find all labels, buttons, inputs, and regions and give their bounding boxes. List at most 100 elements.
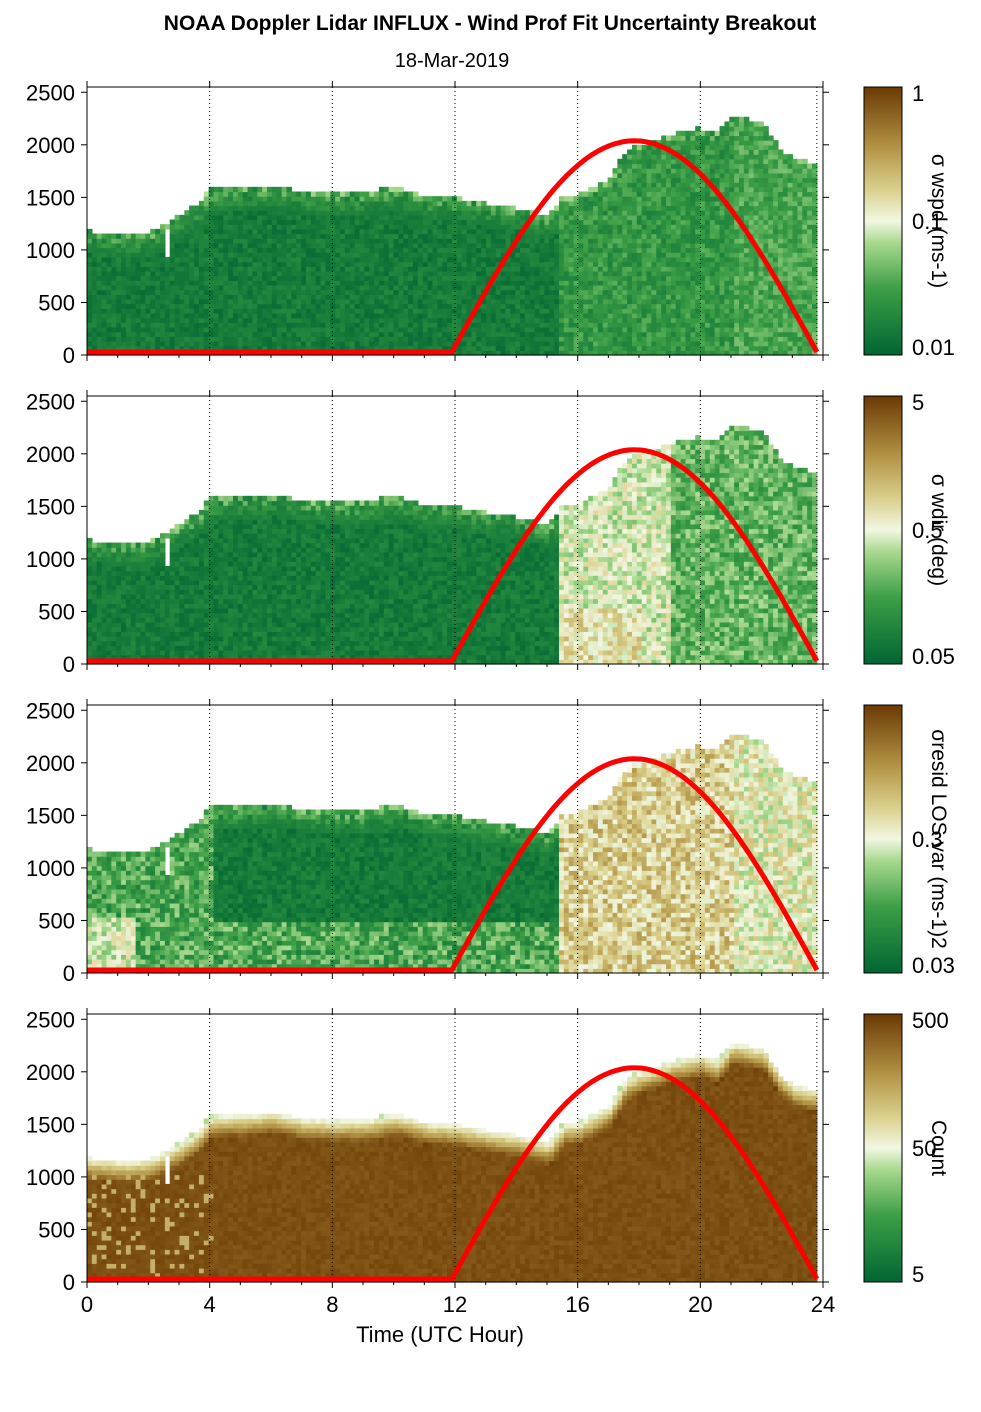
heatmap-cell [719, 140, 726, 146]
heatmap-cell [354, 322, 361, 328]
heatmap-cell [413, 294, 419, 300]
heatmap-cell [310, 261, 317, 267]
heatmap-cell [714, 158, 721, 165]
heatmap-cell [656, 214, 662, 221]
heatmap-cell [164, 317, 171, 323]
heatmap-cell [651, 219, 657, 225]
heatmap-cell [690, 130, 696, 137]
heatmap-cell [286, 219, 292, 225]
heatmap-cell [150, 284, 156, 291]
heatmap-cell [481, 326, 487, 333]
heatmap-cell [422, 224, 429, 230]
heatmap-cell [374, 247, 380, 253]
heatmap-cell [325, 294, 331, 300]
heatmap-cell [364, 247, 370, 253]
heatmap-cell [218, 210, 224, 216]
heatmap-cell [174, 233, 181, 239]
heatmap-cell [354, 312, 361, 319]
heatmap-cell [159, 275, 166, 281]
heatmap-cell [442, 266, 448, 272]
heatmap-cell [242, 303, 249, 309]
heatmap-cell [734, 196, 740, 202]
heatmap-cell [451, 331, 458, 337]
heatmap-cell [690, 247, 696, 253]
heatmap-cell [670, 177, 677, 183]
heatmap-cell [189, 205, 195, 211]
heatmap-cell [724, 238, 730, 244]
heatmap-cell [490, 308, 497, 314]
heatmap-cell [495, 312, 502, 319]
heatmap-cell [607, 196, 614, 202]
heatmap-cell [593, 224, 599, 230]
heatmap-cell [101, 298, 108, 305]
heatmap-cell [573, 219, 580, 225]
heatmap-cell [510, 266, 516, 272]
heatmap-cell [276, 214, 283, 221]
heatmap-cell [704, 350, 711, 356]
heatmap-cell [670, 200, 677, 207]
heatmap-cell [641, 182, 648, 188]
heatmap-cell [247, 228, 254, 235]
heatmap-cell [150, 270, 156, 277]
heatmap-cell [627, 247, 633, 253]
heatmap-cell [121, 345, 127, 351]
heatmap-cell [140, 336, 146, 342]
heatmap-cell [267, 345, 273, 351]
heatmap-cell [471, 238, 477, 244]
heatmap-cell [194, 345, 200, 351]
heatmap-cell [612, 224, 618, 230]
heatmap-cell [471, 275, 477, 281]
heatmap-cell [690, 326, 696, 333]
heatmap-cell [242, 247, 249, 253]
heatmap-cell [641, 322, 648, 328]
heatmap-cell [709, 158, 716, 165]
heatmap-cell [422, 210, 429, 216]
heatmap-cell [276, 345, 283, 351]
heatmap-cell [593, 317, 599, 323]
heatmap-cell [359, 322, 365, 328]
heatmap-cell [369, 294, 375, 300]
heatmap-cell [393, 233, 400, 239]
heatmap-cell [125, 284, 132, 291]
heatmap-cell [627, 163, 633, 169]
heatmap-cell [325, 256, 331, 263]
heatmap-cell [242, 261, 249, 267]
heatmap-cell [125, 294, 132, 300]
heatmap-cell [145, 270, 151, 277]
heatmap-cell [709, 350, 716, 356]
heatmap-cell [354, 219, 361, 225]
heatmap-cell [91, 326, 98, 333]
heatmap-cell [213, 298, 219, 305]
heatmap-cell [758, 322, 764, 328]
heatmap-cell [680, 303, 687, 309]
heatmap-cell [534, 326, 541, 333]
heatmap-cell [500, 312, 507, 319]
heatmap-cell [622, 205, 628, 211]
heatmap-cell [398, 210, 404, 216]
heatmap-cell [442, 270, 448, 277]
heatmap-cell [666, 219, 672, 225]
heatmap-cell [485, 289, 492, 295]
heatmap-cell [685, 322, 691, 328]
heatmap-cell [578, 233, 584, 239]
heatmap-cell [680, 140, 687, 146]
heatmap-cell [296, 242, 302, 249]
heatmap-cell [651, 322, 657, 328]
heatmap-cell [388, 247, 395, 253]
heatmap-cell [315, 298, 322, 305]
heatmap-cell [111, 326, 117, 333]
heatmap-cell [524, 238, 531, 244]
heatmap-cell [87, 294, 93, 300]
heatmap-cell [471, 252, 477, 258]
heatmap-cell [636, 196, 643, 202]
heatmap-cell [325, 238, 331, 244]
heatmap-cell [106, 317, 112, 323]
heatmap-cell [354, 205, 361, 211]
heatmap-cell [91, 340, 98, 347]
heatmap-cell [661, 140, 667, 146]
heatmap-cell [223, 275, 229, 281]
heatmap-cell [748, 191, 755, 197]
heatmap-cell [135, 326, 142, 333]
heatmap-cell [583, 256, 589, 263]
heatmap-cell [666, 172, 672, 179]
